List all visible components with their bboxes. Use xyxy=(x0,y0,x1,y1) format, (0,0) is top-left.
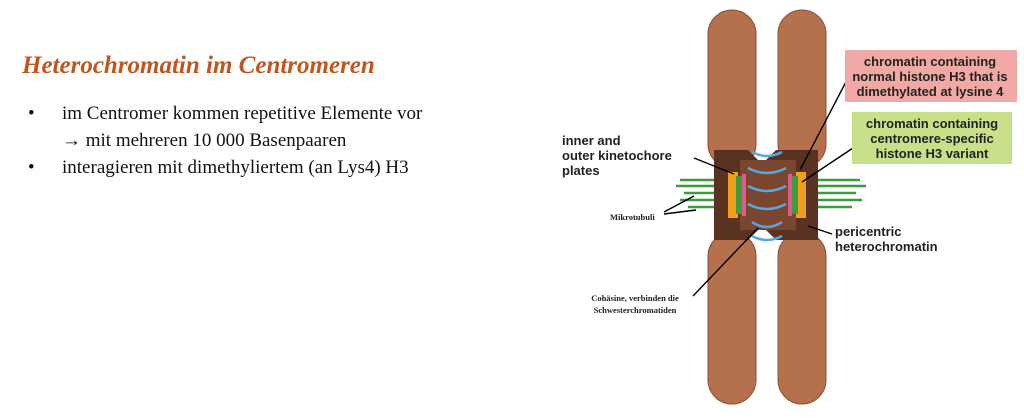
bullet-list: • im Centromer kommen repetitive Element… xyxy=(22,100,422,181)
cohesin-rings xyxy=(747,150,787,242)
centromere-diagram: chromatin containing normal histone H3 t… xyxy=(562,9,1017,405)
chromatids xyxy=(707,9,827,405)
bullet-1-line-1: im Centromer kommen repetitive Elemente … xyxy=(62,103,423,124)
bullet-dot-icon: • xyxy=(28,157,35,178)
pericentric-label-line-1: pericentric xyxy=(835,224,901,239)
cenp-a-label-line-1: chromatin containing xyxy=(866,116,998,131)
cohesine-label-line-2: Schwesterchromatiden xyxy=(594,305,677,315)
faint-text-top xyxy=(60,0,330,14)
bullet-item-1: • im Centromer kommen repetitive Element… xyxy=(22,100,422,154)
kinetochore-label-line-3: plates xyxy=(562,163,600,178)
section-heading: Heterochromatin im Centromeren xyxy=(22,52,375,79)
bullet-dot-icon: • xyxy=(28,103,35,124)
cenp-a-label-line-3: histone H3 variant xyxy=(876,146,989,161)
normal-h3-label-line-1: chromatin containing xyxy=(864,54,996,69)
pericentric-label-line-2: heterochromatin xyxy=(835,239,938,254)
normal-h3-label-line-3: dimethylated at lysine 4 xyxy=(857,84,1004,99)
kinetochore-label-line-1: inner and xyxy=(562,133,621,148)
bullet-item-2: • interagieren mit dimethyliertem (an Ly… xyxy=(22,154,422,181)
cohesine-label-line-1: Cohäsine, verbinden die xyxy=(591,293,679,303)
bullet-1-line-2: → mit mehreren 10 000 Basenpaaren xyxy=(62,130,347,151)
kinetochore-label-line-2: outer kinetochore xyxy=(562,148,672,163)
bullet-2-line-1: interagieren mit dimethyliertem (an Lys4… xyxy=(62,157,409,178)
cenp-a-label-line-2: centromere-specific xyxy=(870,131,994,146)
leader-lines xyxy=(663,77,857,297)
normal-h3-label-line-2: normal histone H3 that is xyxy=(852,69,1007,84)
mikrotubuli-label: Mikrotubuli xyxy=(610,212,655,222)
normal-h3-label-box xyxy=(845,50,1017,102)
kinetochore-plates xyxy=(728,172,806,218)
cenp-a-label-box xyxy=(852,112,1012,164)
centromere-region xyxy=(714,150,818,240)
